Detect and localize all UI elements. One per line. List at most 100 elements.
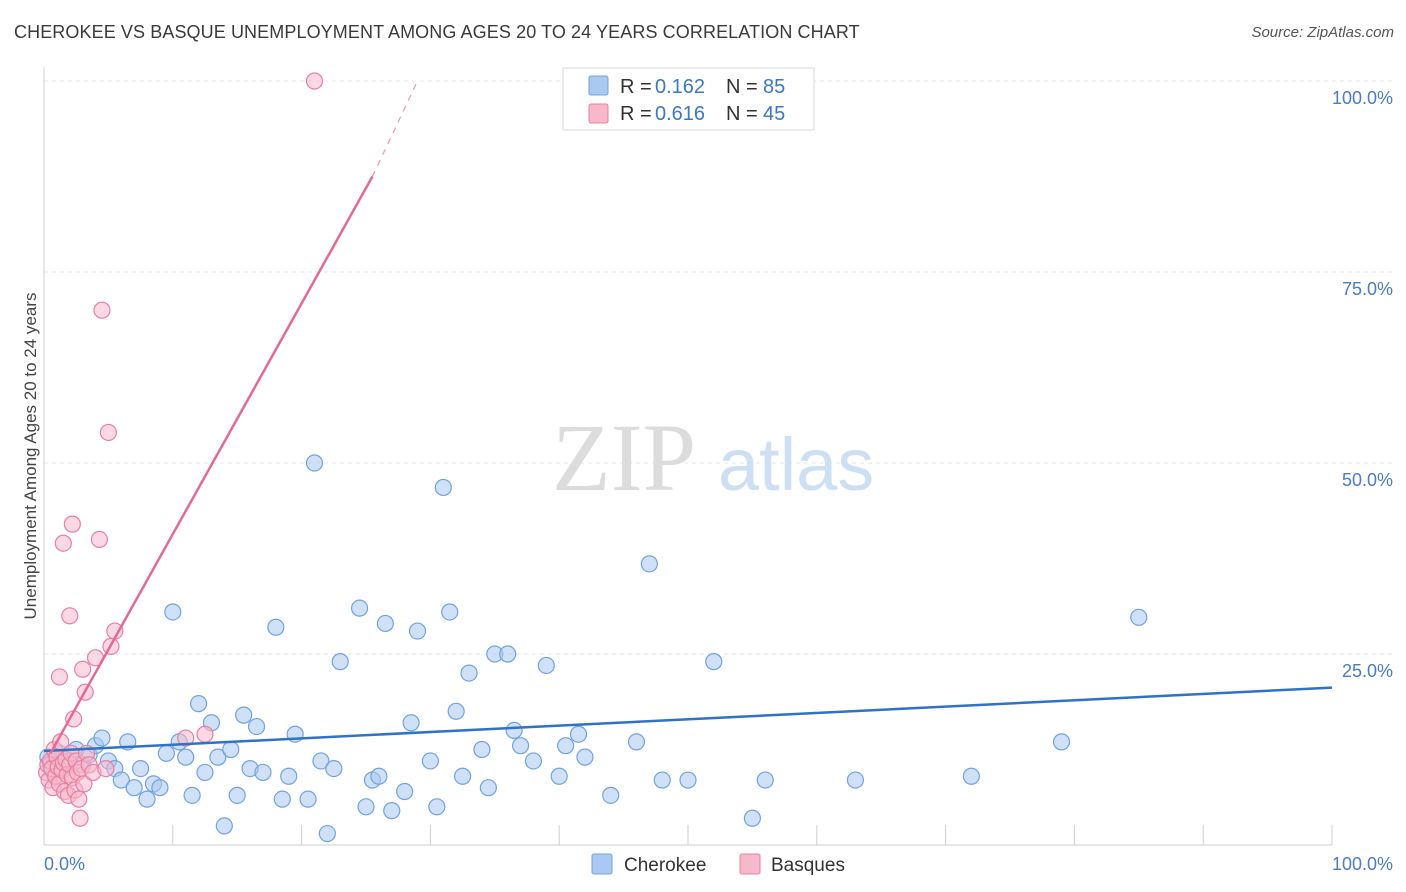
basques-point-37 [97, 759, 115, 778]
source-label: Source: ZipAtlas.com [1251, 24, 1394, 41]
cherokee-point-21 [151, 779, 169, 797]
basques-points [37, 72, 324, 827]
cherokee-point-81 [705, 653, 723, 671]
cherokee-point-31 [215, 817, 233, 835]
x-ticks [172, 825, 1333, 845]
cherokee-point-60 [441, 603, 459, 621]
basques-point-42 [54, 534, 72, 552]
bottom-legend-basques: Basques [771, 855, 845, 876]
cherokee-point-68 [505, 721, 523, 740]
cherokee-point-52 [376, 614, 394, 633]
basques-point-46 [196, 725, 214, 743]
cherokee-point-36 [247, 717, 266, 736]
cherokee-point-26 [183, 786, 201, 804]
y-tick-label-50: 50.0% [1342, 470, 1393, 490]
gridlines [44, 80, 1392, 655]
cherokee-point-74 [569, 725, 588, 743]
cherokee-point-57 [421, 752, 439, 770]
cherokee-point-64 [473, 740, 491, 759]
basques-point-44 [63, 515, 81, 533]
trend-lines [43, 80, 1333, 754]
cherokee-point-73 [557, 737, 575, 755]
cherokee-point-19 [138, 790, 156, 808]
cherokee-point-27 [189, 695, 208, 713]
cherokee-point-84 [846, 771, 865, 789]
y-tick-label-75: 75.0% [1342, 279, 1393, 299]
basques-trend-extension [371, 80, 419, 177]
basques-point-25 [70, 790, 88, 808]
cherokee-point-86 [1052, 733, 1071, 751]
cherokee-point-43 [305, 454, 324, 472]
legend-n-basques: 45 [763, 103, 785, 125]
cherokee-point-23 [164, 603, 182, 621]
cherokee-point-85 [962, 767, 980, 785]
basques-point-29 [75, 775, 93, 793]
cherokee-point-48 [350, 599, 369, 617]
legend-r-cherokee: 0.162 [655, 76, 705, 98]
cherokee-point-71 [537, 656, 555, 675]
cherokee-point-38 [267, 618, 285, 636]
basques-point-28 [74, 660, 92, 678]
bottom-legend: Cherokee Basques [591, 853, 845, 876]
basques-point-47 [305, 72, 324, 90]
cherokee-point-51 [370, 767, 388, 785]
cherokee-point-72 [550, 767, 568, 785]
cherokee-point-33 [228, 786, 246, 804]
bottom-legend-swatch-basques [739, 853, 761, 875]
basques-trend-line [49, 175, 374, 754]
cherokee-point-82 [743, 809, 762, 827]
cherokee-point-78 [640, 555, 658, 573]
cherokee-point-17 [125, 779, 143, 797]
cherokee-point-77 [627, 733, 646, 751]
cherokee-point-65 [479, 779, 497, 797]
legend: R = 0.162 N = 85 R = 0.616 N = 45 [562, 67, 815, 131]
cherokee-point-55 [396, 782, 414, 801]
basques-point-38 [99, 423, 118, 442]
cherokee-point-49 [357, 798, 375, 816]
x-tick-label-100: 100.0% [1332, 854, 1393, 874]
basques-point-26 [71, 809, 89, 827]
y-tick-labels: 25.0% 50.0% 75.0% 100.0% [1332, 88, 1393, 681]
cherokee-point-47 [331, 653, 349, 671]
basques-point-43 [61, 607, 79, 625]
cherokee-point-67 [499, 645, 517, 663]
cherokee-point-54 [402, 714, 420, 732]
cherokee-point-83 [756, 771, 774, 789]
cherokee-point-44 [312, 752, 330, 770]
cherokee-point-80 [679, 771, 697, 789]
legend-r-label-basques: R = [620, 103, 652, 125]
legend-swatch-basques [588, 103, 609, 124]
watermark-zip: ZIP [552, 404, 696, 511]
cherokee-point-63 [460, 664, 478, 682]
basques-point-45 [177, 729, 195, 747]
cherokee-point-62 [454, 767, 472, 785]
y-tick-label-100: 100.0% [1332, 88, 1393, 108]
legend-r-basques: 0.616 [655, 103, 705, 125]
cherokee-point-45 [318, 824, 336, 843]
cherokee-point-76 [602, 786, 620, 804]
bottom-legend-cherokee: Cherokee [624, 855, 706, 876]
cherokee-point-40 [280, 767, 298, 785]
basques-point-36 [93, 301, 111, 319]
y-tick-label-25: 25.0% [1342, 661, 1393, 681]
cherokee-point-56 [408, 622, 427, 640]
cherokee-point-28 [196, 763, 214, 782]
legend-n-label-cherokee: N = [726, 76, 758, 98]
cherokee-point-75 [576, 748, 594, 766]
cherokee-point-37 [254, 763, 272, 782]
cherokee-point-46 [325, 759, 343, 778]
chart-title: CHEROKEE VS BASQUE UNEMPLOYMENT AMONG AG… [14, 22, 860, 42]
cherokee-point-30 [209, 748, 227, 766]
cherokee-point-25 [177, 748, 195, 766]
watermark-atlas: atlas [718, 423, 874, 506]
cherokee-point-58 [428, 798, 446, 816]
legend-swatch-cherokee [588, 75, 609, 96]
cherokee-point-34 [235, 706, 253, 724]
cherokee-point-42 [299, 790, 317, 808]
cherokee-point-22 [157, 744, 175, 762]
cherokee-point-70 [524, 752, 543, 770]
bottom-legend-swatch-cherokee [591, 853, 613, 875]
cherokee-point-53 [383, 802, 401, 820]
cherokee-point-32 [222, 740, 240, 759]
